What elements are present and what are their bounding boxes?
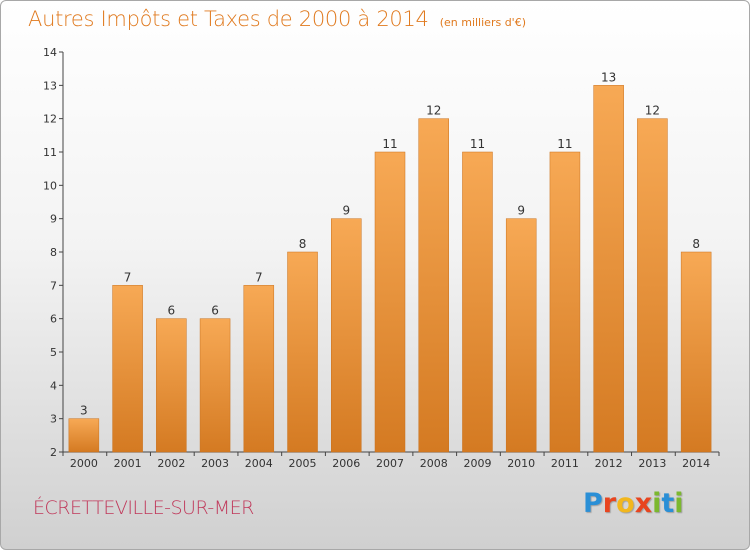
y-tick-label: 11 [43, 146, 57, 159]
data-label: 8 [692, 237, 700, 251]
y-tick-label: 6 [50, 313, 57, 326]
data-label: 6 [211, 304, 219, 318]
proxiti-logo[interactable]: Proxiti [583, 488, 684, 519]
data-label: 6 [168, 304, 176, 318]
bar [418, 118, 449, 453]
x-tick-label: 2012 [595, 457, 623, 470]
logo-letter: P [583, 488, 603, 519]
y-tick-label: 4 [50, 379, 57, 392]
bar [462, 151, 493, 453]
x-tick-label: 2003 [201, 457, 229, 470]
logo-letter: o [616, 488, 635, 519]
logo-letter: x [634, 488, 653, 519]
bar [637, 118, 668, 453]
logo-letter: i [674, 488, 684, 519]
chart-title: Autres Impôts et Taxes de 2000 à 2014 [28, 7, 429, 31]
y-tick-label: 9 [50, 213, 57, 226]
x-axis: 2000 2001 2002 2003 2004 2005 2006 2007 2008 2009… [62, 451, 720, 470]
data-label: 11 [470, 137, 485, 151]
x-tick-label: 2011 [551, 457, 579, 470]
y-tick-label: 8 [50, 246, 57, 259]
bar [68, 418, 100, 453]
bar [112, 285, 143, 453]
bar [374, 151, 406, 453]
x-tick-label: 2007 [376, 457, 404, 470]
x-tick-label: 2006 [332, 457, 360, 470]
bar [243, 285, 275, 453]
logo-letter: i [652, 488, 662, 519]
y-tick-label: 3 [50, 413, 57, 426]
logo-letter: r [602, 488, 617, 519]
x-tick-label: 2010 [507, 457, 535, 470]
data-label: 9 [342, 204, 350, 218]
y-tick-label: 12 [43, 113, 57, 126]
bar [156, 318, 187, 453]
x-tick-label: 2001 [114, 457, 142, 470]
bar [549, 151, 581, 453]
data-label: 3 [80, 404, 88, 418]
x-tick-label: 2002 [157, 457, 185, 470]
bar [199, 318, 231, 453]
y-tick-label: 10 [43, 179, 57, 192]
x-tick-label: 2014 [682, 457, 710, 470]
y-tick-label: 2 [50, 446, 57, 459]
data-label: 7 [124, 270, 132, 284]
x-tick-label: 2000 [70, 457, 98, 470]
data-label: 7 [255, 270, 263, 284]
x-tick-label: 2004 [245, 457, 273, 470]
data-label: 12 [426, 104, 441, 118]
data-label: 11 [382, 137, 397, 151]
chart-unit: (en milliers d'€) [439, 16, 526, 29]
bar [331, 218, 362, 453]
data-label: 9 [517, 204, 525, 218]
bar [505, 218, 537, 453]
data-label: 13 [601, 70, 616, 84]
y-axis: 2 3 4 5 6 7 8 9 10 11 12 13 14 [43, 46, 64, 459]
y-tick-label: 14 [43, 46, 57, 59]
x-tick-label: 2009 [463, 457, 491, 470]
y-tick-label: 13 [43, 79, 57, 92]
data-label: 11 [557, 137, 572, 151]
bar [680, 251, 712, 453]
bar [287, 251, 318, 453]
y-tick-label: 7 [50, 279, 57, 292]
x-tick-label: 2008 [420, 457, 448, 470]
logo-letter: t [661, 488, 675, 519]
data-label: 8 [299, 237, 307, 251]
y-tick-label: 5 [50, 346, 57, 359]
data-label: 12 [645, 104, 660, 118]
x-tick-label: 2013 [638, 457, 666, 470]
data-labels: 3 7 6 6 7 8 9 11 12 11 9 11 13 12 8 [80, 70, 700, 417]
bar [593, 85, 624, 453]
title-row: Autres Impôts et Taxes de 2000 à 2014 (e… [28, 7, 526, 31]
bars [68, 85, 712, 453]
commune-name: ÉCRETTEVILLE-SUR-MER [33, 497, 254, 519]
x-tick-label: 2005 [289, 457, 317, 470]
